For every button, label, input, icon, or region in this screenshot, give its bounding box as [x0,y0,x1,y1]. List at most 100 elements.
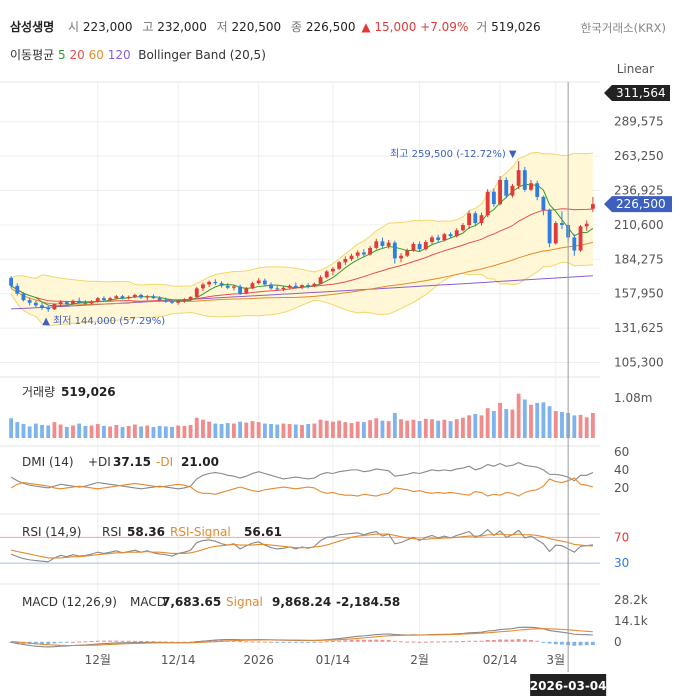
volume-bar[interactable] [467,415,472,438]
candle[interactable] [355,250,360,259]
candle[interactable] [176,300,181,305]
candle[interactable] [324,270,329,279]
volume-bar[interactable] [52,422,57,438]
volume-bar[interactable] [139,426,143,438]
volume-bar[interactable] [151,426,156,438]
volume-bar[interactable] [95,424,100,438]
volume-bar[interactable] [40,425,44,438]
volume-bar[interactable] [560,412,564,438]
volume-bar[interactable] [126,425,131,438]
volume-bar[interactable] [572,415,577,438]
volume-bar[interactable] [269,424,273,438]
volume-bar[interactable] [547,406,552,438]
volume-bar[interactable] [201,419,205,438]
candle[interactable] [256,277,261,285]
candle[interactable] [454,228,459,238]
volume-bar[interactable] [71,425,75,438]
candle[interactable] [83,300,88,306]
candle[interactable] [207,280,212,288]
candle[interactable] [269,282,273,290]
volume-bar[interactable] [529,404,533,438]
candle[interactable] [170,299,174,305]
candle[interactable] [535,180,540,201]
volume-bar[interactable] [194,417,199,438]
volume-bar[interactable] [430,419,434,438]
volume-bar[interactable] [114,425,119,438]
volume-bar[interactable] [312,423,317,438]
candle[interactable] [194,287,199,298]
volume-bar[interactable] [386,421,391,438]
volume-panel[interactable]: 거래량 519,026 [9,385,595,438]
candle[interactable] [399,253,403,263]
volume-bar[interactable] [188,425,193,438]
candle[interactable] [312,282,317,288]
volume-bar[interactable] [102,425,106,438]
volume-bar[interactable] [281,423,286,438]
volume-bar[interactable] [275,424,280,438]
volume-bar[interactable] [244,422,249,438]
candle[interactable] [541,195,546,216]
volume-bar[interactable] [349,423,354,438]
volume-bar[interactable] [300,425,304,438]
volume-bar[interactable] [584,417,589,438]
volume-bar[interactable] [77,423,82,438]
volume-bar[interactable] [318,419,323,438]
candle[interactable] [52,303,57,310]
candle[interactable] [182,298,187,303]
ma-label[interactable]: 이동평균 [10,48,55,62]
candle[interactable] [430,235,434,244]
candle[interactable] [349,253,354,261]
volume-bar[interactable] [15,422,20,438]
candle[interactable] [250,281,255,290]
candle[interactable] [337,260,342,271]
candle[interactable] [380,237,385,248]
candle[interactable] [361,249,366,258]
volume-bar[interactable] [411,419,416,438]
candle[interactable] [89,300,94,305]
candle[interactable] [300,284,304,290]
volume-bar[interactable] [89,425,94,438]
candle[interactable] [423,240,428,251]
price-panel[interactable]: 최고 259,500 (-12.72%) ▼ ▲ 최저 144,000 (57.2… [9,148,595,327]
candle[interactable] [77,297,82,304]
volume-bar[interactable] [21,424,26,438]
volume-bar[interactable] [380,420,385,438]
volume-bar[interactable] [170,426,174,438]
candle[interactable] [368,245,373,256]
candle[interactable] [213,279,218,286]
volume-bar[interactable] [399,419,403,438]
candle[interactable] [516,161,521,190]
candle[interactable] [331,266,335,276]
candle[interactable] [102,296,106,301]
dmi-panel[interactable]: DMI (14) +DI 37.15 -DI 21.00 [10,455,594,497]
volume-bar[interactable] [33,423,38,438]
candle[interactable] [498,176,502,206]
volume-bar[interactable] [590,413,595,438]
candle[interactable] [145,294,150,301]
candle[interactable] [318,275,323,285]
candle[interactable] [151,294,156,299]
candle[interactable] [126,295,131,300]
volume-bar[interactable] [256,422,261,438]
candle[interactable] [225,283,230,290]
candle[interactable] [448,232,453,239]
candle[interactable] [491,188,496,207]
volume-bar[interactable] [504,409,509,438]
candle[interactable] [281,286,286,292]
volume-bar[interactable] [405,420,410,438]
candle[interactable] [386,240,391,249]
candle[interactable] [58,300,63,307]
candle[interactable] [46,306,51,312]
candle[interactable] [461,223,465,232]
candle[interactable] [9,275,14,289]
candle[interactable] [343,256,348,265]
volume-bar[interactable] [132,424,137,438]
candle[interactable] [392,240,397,264]
candle[interactable] [411,242,416,252]
volume-bar[interactable] [541,402,546,438]
candle[interactable] [132,293,137,299]
volume-bar[interactable] [442,419,447,438]
candle[interactable] [374,238,379,250]
candle[interactable] [442,232,447,242]
